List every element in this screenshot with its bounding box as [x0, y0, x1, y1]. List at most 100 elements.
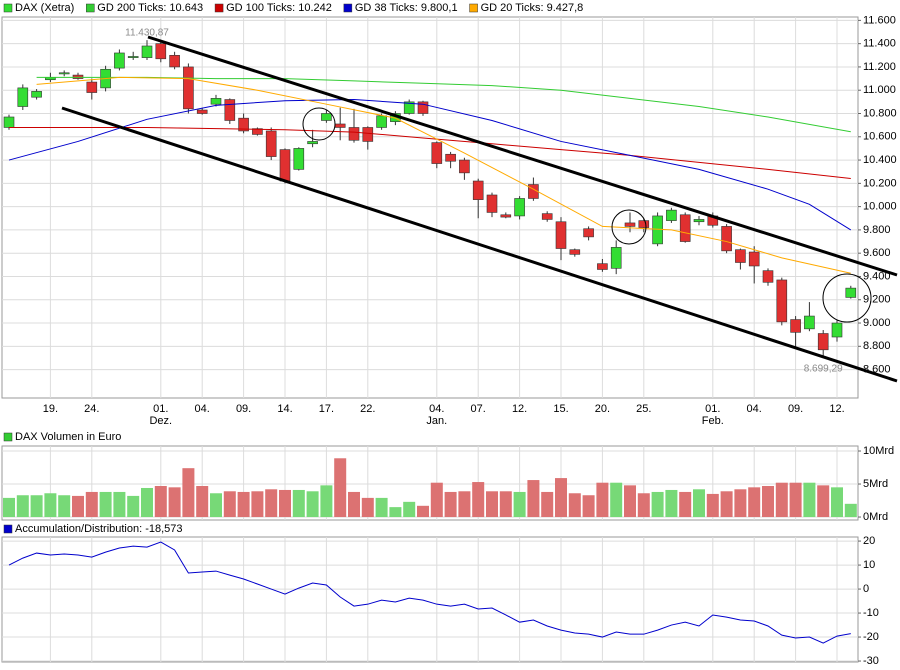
volume-bar	[665, 489, 678, 518]
volume-bar	[720, 491, 733, 518]
candle-body	[141, 45, 153, 58]
moving-average-line	[36, 76, 851, 274]
legend-label: GD 20 Ticks: 9.427,8	[481, 2, 584, 14]
candle-body	[362, 127, 374, 142]
x-tick-label: 07.	[471, 403, 486, 415]
x-tick-label: 20.	[595, 403, 610, 415]
candle-body	[114, 52, 125, 69]
volume-bar	[99, 491, 112, 518]
candle-body	[183, 66, 194, 110]
x-tick-label: 19.	[43, 403, 58, 415]
volume-bar	[706, 493, 719, 518]
volume-bar	[334, 458, 347, 518]
y-tick-label: 11.600	[863, 14, 896, 26]
volume-bar	[693, 489, 705, 518]
volume-bar	[141, 487, 153, 518]
candle-body	[624, 222, 636, 227]
legend-label: GD 38 Ticks: 9.800,1	[355, 2, 458, 14]
legend-swatch	[86, 3, 95, 13]
x-tick-label: 12.	[829, 403, 844, 415]
moving-average-line	[9, 126, 851, 179]
y-tick-label: 9.400	[863, 270, 891, 282]
candle-body	[3, 116, 15, 128]
y-tick-label: -30	[863, 655, 879, 667]
candle-body	[307, 141, 318, 145]
candle-body	[817, 333, 829, 351]
candle-body	[265, 130, 277, 157]
volume-bar	[582, 495, 595, 518]
drawing-overlay	[61, 35, 898, 383]
volume-bar	[458, 491, 471, 518]
candle-body	[127, 56, 139, 58]
candle-body	[210, 98, 222, 105]
volume-bar	[472, 482, 485, 518]
annotation: 11.430,87	[125, 28, 169, 39]
y-tick-label: 9.600	[863, 247, 891, 259]
x-tick-sublabel: Dez.	[149, 415, 172, 427]
y-tick-label: -10	[863, 607, 879, 619]
y-tick-label: 0Mrd	[863, 511, 888, 523]
volume-bar	[3, 497, 15, 518]
y-tick-label: 11.200	[863, 61, 896, 73]
legend-swatch	[3, 3, 13, 13]
x-tick-label: 04.	[429, 403, 444, 415]
y-tick-label: 10.200	[863, 177, 897, 189]
volume-bar	[803, 482, 816, 518]
volume-bar	[748, 487, 761, 518]
trend-channel-upper	[147, 35, 898, 277]
volume-bar	[196, 486, 209, 518]
x-tick-label: 17.	[319, 403, 334, 415]
y-tick-label: 10.800	[863, 107, 897, 119]
candle-body	[831, 322, 843, 338]
legend-swatch	[343, 3, 353, 13]
volume-bar	[58, 495, 71, 518]
candle-body	[610, 247, 622, 269]
y-tick-label: -20	[863, 631, 879, 643]
candle-body	[721, 226, 732, 252]
volume-bar	[637, 493, 650, 518]
volume-bar	[403, 501, 416, 518]
volume-bar	[499, 491, 512, 518]
candle-body	[666, 209, 677, 221]
candle-body	[693, 219, 705, 223]
y-tick-label: 8.800	[863, 340, 891, 352]
candle-body	[776, 279, 788, 323]
candle-body	[17, 87, 29, 107]
candle-body	[279, 149, 291, 182]
x-tick-label: 04.	[747, 403, 762, 415]
candle-body	[86, 81, 98, 93]
volume-bar	[72, 495, 84, 518]
marker-circle	[302, 107, 336, 141]
legend-swatch	[3, 524, 13, 534]
volume-bar	[127, 495, 140, 518]
volume-bar	[430, 482, 443, 518]
volume-bar	[292, 489, 305, 518]
candle-body	[417, 101, 429, 114]
panel-frame	[1, 536, 859, 663]
candle-body	[583, 228, 594, 238]
candle-body	[555, 221, 567, 249]
volume-bar	[624, 485, 636, 518]
candle-body	[58, 72, 70, 75]
volume-bar	[817, 485, 830, 518]
volume-bar	[306, 491, 319, 518]
volume-bar	[251, 491, 264, 518]
candle-body	[31, 91, 42, 98]
candle-body	[597, 263, 608, 270]
legend-label: DAX Volumen in Euro	[15, 431, 121, 443]
y-tick-label: 10Mrd	[863, 445, 894, 457]
legend-swatch	[469, 3, 478, 13]
candle-body	[845, 287, 857, 298]
volume-bar	[320, 485, 333, 518]
x-tick-label: 12.	[512, 403, 527, 415]
marker-circle	[822, 273, 872, 323]
candle-body	[169, 54, 180, 68]
candle-body	[679, 214, 691, 242]
candle-body	[431, 142, 443, 164]
legend-swatch	[3, 432, 13, 442]
volume-bar	[389, 507, 402, 518]
volume-bar	[734, 489, 747, 518]
candle-body	[541, 213, 553, 220]
volume-bar	[762, 486, 774, 518]
